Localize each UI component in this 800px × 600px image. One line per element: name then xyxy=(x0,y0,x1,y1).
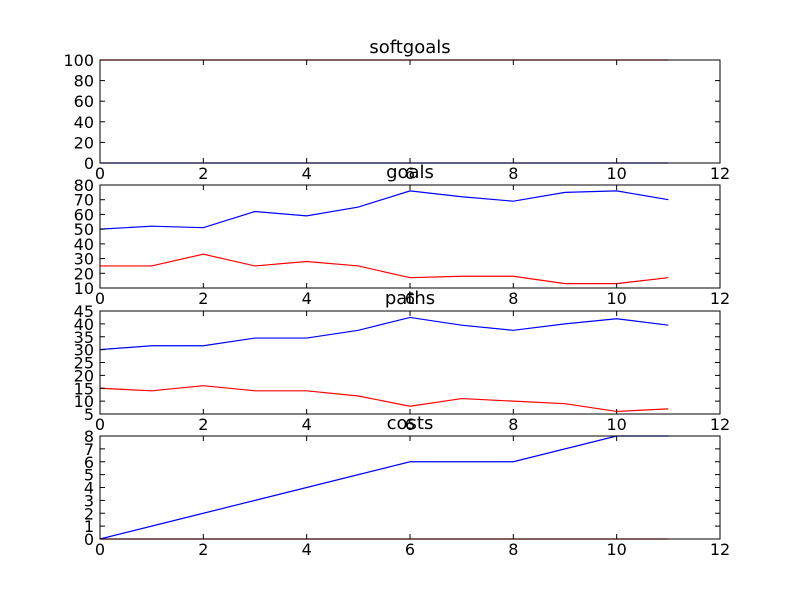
y-tick-label: 2 xyxy=(84,504,94,523)
y-tick-label: 7 xyxy=(84,440,94,459)
x-tick-label: 0 xyxy=(95,540,105,559)
x-tick-label: 6 xyxy=(405,164,415,183)
x-tick-label: 10 xyxy=(606,540,626,559)
x-tick-label: 2 xyxy=(198,289,208,308)
axes-frame xyxy=(99,184,721,289)
y-tick-label: 0 xyxy=(84,154,94,173)
x-tick-label: 6 xyxy=(405,289,415,308)
x-tick-label: 10 xyxy=(606,289,626,308)
y-tick-label: 30 xyxy=(74,341,94,360)
y-tick-label: 5 xyxy=(84,405,94,424)
series-line-red xyxy=(100,253,669,285)
series-line-blue xyxy=(99,435,669,540)
y-tick-label: 60 xyxy=(74,92,94,111)
y-tick-label: 20 xyxy=(74,366,94,385)
x-tick-label: 12 xyxy=(710,415,730,434)
axes-frame xyxy=(99,59,721,164)
x-tick-label: 10 xyxy=(606,415,626,434)
y-tick-label: 5 xyxy=(84,466,94,485)
x-tick-label: 4 xyxy=(302,164,312,183)
y-tick-label: 4 xyxy=(84,479,94,498)
y-tick-label: 1 xyxy=(84,517,94,536)
x-tick-label: 6 xyxy=(405,540,415,559)
y-tick-label: 40 xyxy=(74,113,94,132)
series-line-red xyxy=(99,385,669,413)
y-tick-label: 50 xyxy=(74,220,94,239)
chart-title: goals xyxy=(386,162,434,183)
x-tick-label: 2 xyxy=(198,540,208,559)
y-tick-label: 10 xyxy=(74,392,94,411)
y-tick-label: 20 xyxy=(74,133,94,152)
axes-frame xyxy=(99,310,721,415)
y-tick-label: 70 xyxy=(74,191,94,210)
chart-title: softgoals xyxy=(369,37,450,58)
y-tick-label: 15 xyxy=(74,379,94,398)
x-tick-label: 12 xyxy=(710,540,730,559)
y-tick-label: 80 xyxy=(74,72,94,91)
y-tick-label: 0 xyxy=(84,530,94,549)
x-tick-label: 6 xyxy=(405,415,415,434)
x-tick-label: 8 xyxy=(508,415,518,434)
series-line-blue xyxy=(99,316,669,351)
y-tick-label: 40 xyxy=(74,315,94,334)
y-tick-label: 30 xyxy=(74,250,94,269)
series-line-blue xyxy=(99,190,669,230)
y-tick-label: 25 xyxy=(74,354,94,373)
axes-frame xyxy=(99,435,721,540)
y-tick-label: 60 xyxy=(74,205,94,224)
x-tick-label: 4 xyxy=(302,540,312,559)
x-tick-label: 2 xyxy=(198,164,208,183)
x-tick-label: 8 xyxy=(508,164,518,183)
x-tick-label: 0 xyxy=(95,289,105,308)
chart-title: costs xyxy=(387,413,434,434)
x-tick-label: 4 xyxy=(302,289,312,308)
y-tick-label: 100 xyxy=(63,51,94,70)
x-tick-label: 8 xyxy=(508,289,518,308)
x-tick-label: 4 xyxy=(302,415,312,434)
x-tick-label: 10 xyxy=(606,164,626,183)
x-tick-label: 2 xyxy=(198,415,208,434)
y-tick-label: 45 xyxy=(74,302,94,321)
x-tick-label: 8 xyxy=(508,540,518,559)
x-tick-label: 12 xyxy=(710,164,730,183)
x-tick-label: 12 xyxy=(710,289,730,308)
y-tick-label: 8 xyxy=(84,427,94,446)
chart-title: paths xyxy=(385,288,435,309)
y-tick-label: 35 xyxy=(74,328,94,347)
y-tick-label: 40 xyxy=(74,235,94,254)
y-tick-label: 20 xyxy=(74,264,94,283)
y-tick-label: 6 xyxy=(84,453,94,472)
y-tick-label: 80 xyxy=(74,176,94,195)
x-tick-label: 0 xyxy=(95,164,105,183)
x-tick-label: 0 xyxy=(95,415,105,434)
y-tick-label: 3 xyxy=(84,491,94,510)
y-tick-label: 10 xyxy=(74,279,94,298)
